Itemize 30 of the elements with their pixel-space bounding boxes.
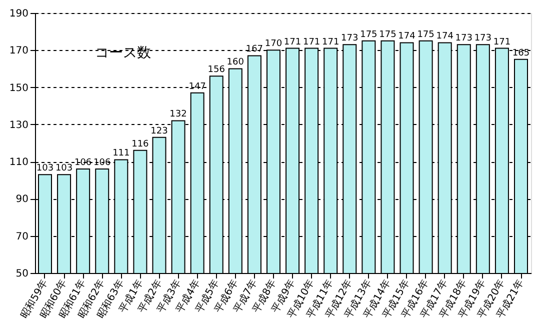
data-label: 170 <box>264 39 282 50</box>
y-tick-label: 50 <box>16 268 28 280</box>
data-label: 173 <box>341 34 358 44</box>
y-tick-label: 110 <box>9 157 28 168</box>
y-tick-label: 70 <box>16 231 28 242</box>
data-label: 171 <box>493 37 511 48</box>
data-label: 160 <box>226 58 244 68</box>
data-label: 123 <box>150 126 168 136</box>
y-tick-label: 90 <box>16 194 28 206</box>
data-label: 103 <box>55 164 73 174</box>
data-label: 174 <box>436 32 454 42</box>
data-label: 173 <box>455 34 472 44</box>
data-label: 165 <box>512 48 530 58</box>
data-label: 132 <box>170 110 187 120</box>
data-label: 175 <box>379 30 396 40</box>
data-label: 111 <box>112 148 130 159</box>
data-label: 174 <box>398 32 416 42</box>
data-label: 171 <box>284 37 302 48</box>
data-label: 175 <box>360 30 378 40</box>
data-label: 173 <box>474 34 492 44</box>
data-label: 171 <box>322 37 340 48</box>
y-tick-label: 190 <box>9 8 28 20</box>
data-label: 156 <box>208 65 226 76</box>
y-tick-label: 150 <box>9 82 28 94</box>
data-label: 116 <box>132 139 150 150</box>
data-label: 175 <box>417 30 434 40</box>
y-tick-label: 170 <box>9 46 28 57</box>
data-label: 171 <box>302 37 320 48</box>
data-label: 103 <box>36 164 54 174</box>
y-tick-label: 130 <box>9 120 28 131</box>
